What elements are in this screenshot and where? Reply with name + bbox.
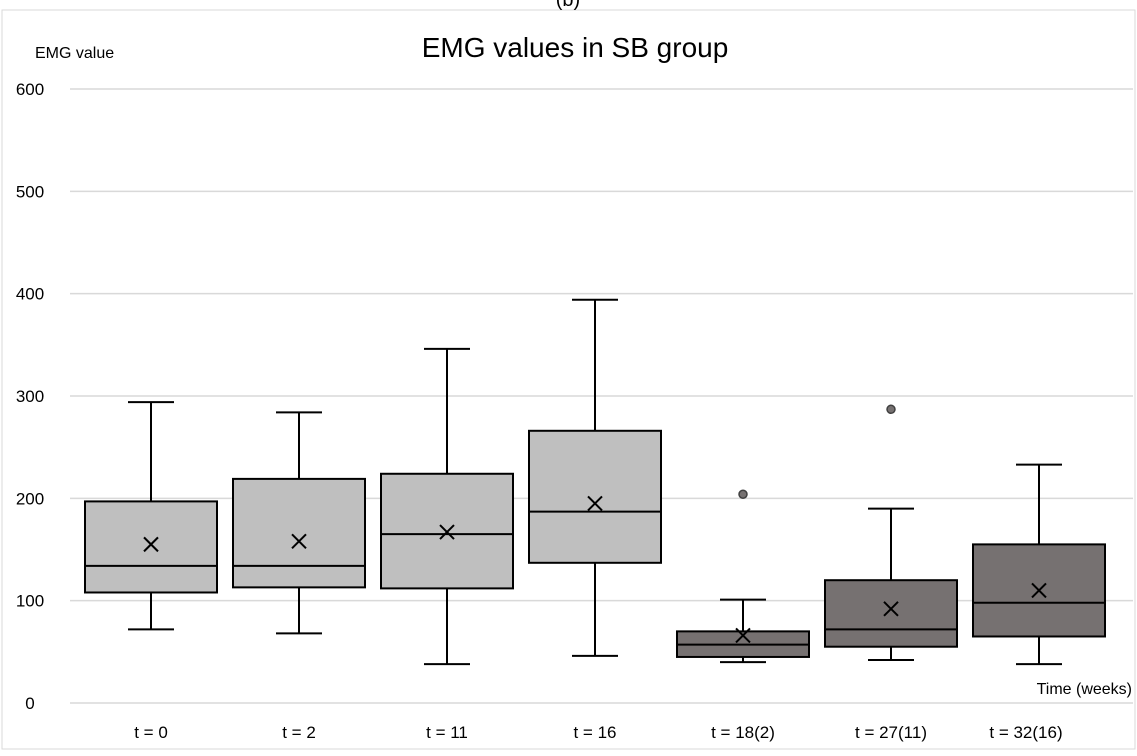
mean-marker [587, 495, 603, 512]
y-tick-label: 400 [16, 285, 44, 304]
mean-marker [883, 601, 899, 617]
chart-frame [1, 9, 1136, 750]
box-group [380, 347, 514, 666]
panel-label: (b) [556, 0, 580, 11]
outlier-point [738, 489, 748, 499]
x-tick-label: t = 32(16) [989, 723, 1062, 742]
mean-marker [735, 627, 751, 644]
y-tick-label: 100 [16, 592, 44, 611]
x-axis-label: Time (weeks) [1037, 681, 1132, 698]
y-tick-label: 500 [16, 182, 44, 201]
box-iqr [824, 579, 958, 648]
box-iqr [232, 477, 366, 589]
x-tick-labels: t = 0 t = 2 t = 11 t = 16 t = 18(2) t = 27(11… [134, 723, 1062, 742]
box-group [84, 401, 218, 631]
x-tick-label: t = 11 [426, 723, 468, 742]
box-iqr [84, 500, 218, 594]
box-group [528, 298, 662, 657]
boxes [84, 298, 1106, 666]
y-tick-label: 200 [16, 489, 44, 508]
mean-marker [291, 533, 307, 550]
mean-marker [1031, 582, 1047, 599]
box-group [824, 404, 958, 662]
y-tick-label: 0 [25, 694, 34, 713]
x-tick-label: t = 0 [134, 723, 168, 742]
mean-marker [143, 536, 159, 553]
box-iqr [972, 543, 1106, 638]
y-tick-label: 600 [16, 80, 44, 99]
box-group [676, 489, 810, 664]
y-tick-labels: 0 100 200 300 400 500 600 [16, 80, 44, 713]
x-tick-label: t = 18(2) [711, 723, 775, 742]
x-tick-label: t = 2 [282, 723, 316, 742]
y-axis-label: EMG value [35, 45, 114, 62]
box-group [972, 463, 1106, 666]
box-iqr [528, 429, 662, 564]
chart-title: EMG values in SB group [422, 32, 729, 63]
mean-marker [439, 524, 455, 540]
y-tick-label: 300 [16, 387, 44, 406]
x-tick-label: t = 16 [573, 723, 616, 742]
outlier-point [886, 404, 896, 415]
box-group [232, 411, 366, 635]
x-tick-label: t = 27(11) [855, 723, 927, 742]
